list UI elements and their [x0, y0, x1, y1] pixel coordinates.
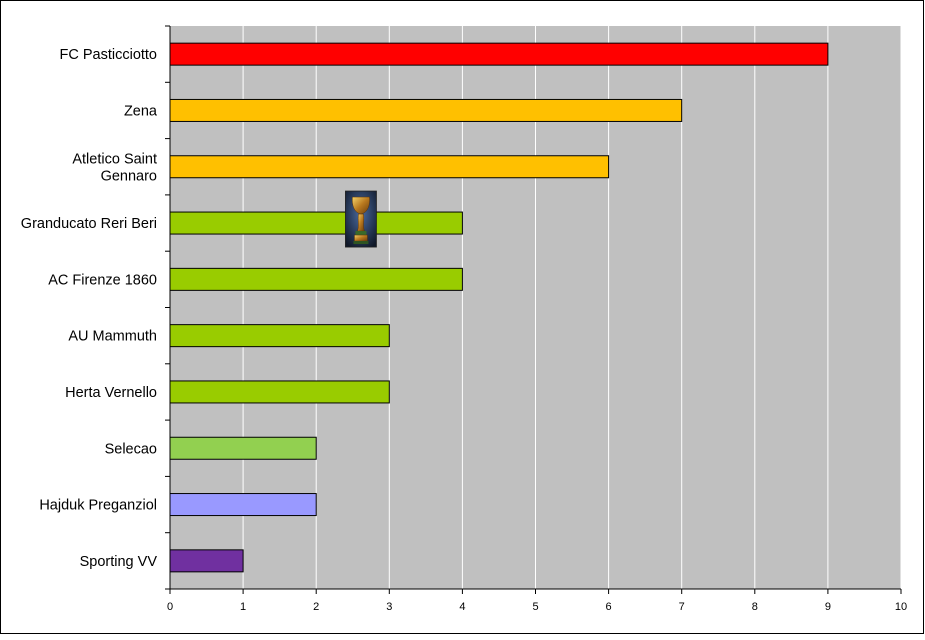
category-label: Sporting VV — [80, 554, 158, 570]
category-label: AU Mammuth — [68, 329, 157, 345]
trophy-icon — [345, 190, 377, 248]
category-label: FC Pasticciotto — [60, 47, 158, 63]
bar-au-mammuth — [169, 324, 390, 348]
bar-fc-pasticciotto — [169, 42, 829, 66]
axes — [165, 25, 902, 594]
bar-hajduk-preganziol — [169, 493, 317, 517]
x-tick-label: 4 — [459, 601, 465, 613]
category-label: Granducato Reri Beri — [21, 216, 157, 232]
bar-herta-vernello — [169, 380, 390, 404]
category-labels: FC Pasticciotto Zena Atletico Saint Gennaro… — [21, 47, 158, 570]
x-tick-label: 1 — [240, 601, 246, 613]
x-tick-label: 0 — [167, 601, 173, 613]
tick-labels: 0 1 2 3 4 5 6 7 8 9 10 — [167, 601, 907, 613]
category-label: Atletico Saint Gennaro — [72, 151, 157, 184]
category-label: Hajduk Preganziol — [39, 498, 157, 514]
x-tick-label: 9 — [825, 601, 831, 613]
x-tick-label: 5 — [532, 601, 538, 613]
x-tick-label: 3 — [386, 601, 392, 613]
bar-atletico-saint-gennaro — [169, 155, 610, 179]
bar-zena — [169, 98, 683, 122]
category-label: Zena — [124, 103, 158, 119]
x-tick-label: 10 — [895, 601, 907, 613]
x-tick-label: 2 — [313, 601, 319, 613]
x-tick-label: 7 — [679, 601, 685, 613]
category-label: Selecao — [105, 441, 157, 457]
category-label: AC Firenze 1860 — [48, 272, 157, 288]
bar-selecao — [169, 436, 317, 460]
bar-sporting-vv — [169, 549, 244, 573]
bar-granducato-reri-beri — [169, 211, 463, 235]
x-tick-label: 6 — [606, 601, 612, 613]
category-label: Herta Vernello — [65, 385, 157, 401]
bar-ac-firenze-1860 — [169, 267, 463, 291]
bars — [169, 42, 829, 573]
x-tick-label: 8 — [752, 601, 758, 613]
